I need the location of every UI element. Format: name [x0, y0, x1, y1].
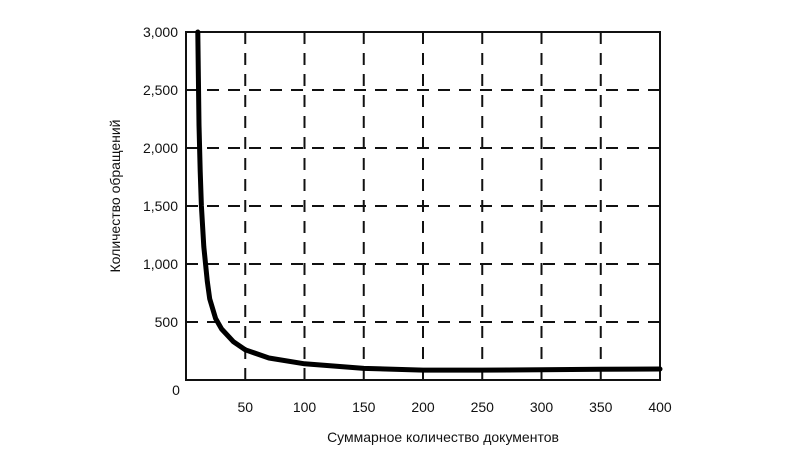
y-tick-label: 1,500: [143, 198, 178, 214]
x-tick-label: 50: [237, 399, 253, 415]
grid-lines: [186, 32, 660, 380]
x-tick-label: 250: [471, 399, 495, 415]
y-tick-label: 3,000: [143, 24, 178, 40]
x-tick-label: 200: [411, 399, 435, 415]
x-tick-labels: 50 100 150 200 250 300 350 400: [237, 399, 671, 415]
x-tick-label: 100: [293, 399, 317, 415]
series-line: [195, 29, 663, 373]
plot-frame: [185, 31, 661, 381]
y-tick-label: 2,500: [143, 82, 178, 98]
y-tick-label: 1,000: [143, 256, 178, 272]
y-tick-label: 500: [155, 314, 179, 330]
y-tick-label: 0: [172, 382, 180, 398]
y-axis-title: Количество обращений: [107, 120, 123, 273]
x-tick-label: 150: [352, 399, 376, 415]
x-tick-label: 300: [530, 399, 554, 415]
x-tick-label: 400: [648, 399, 672, 415]
x-axis-title: Суммарное количество документов: [327, 429, 559, 445]
y-tick-label: 2,000: [143, 140, 178, 156]
y-tick-labels: 0 500 1,000 1,500 2,000 2,500 3,000: [143, 24, 180, 398]
x-tick-label: 350: [589, 399, 613, 415]
